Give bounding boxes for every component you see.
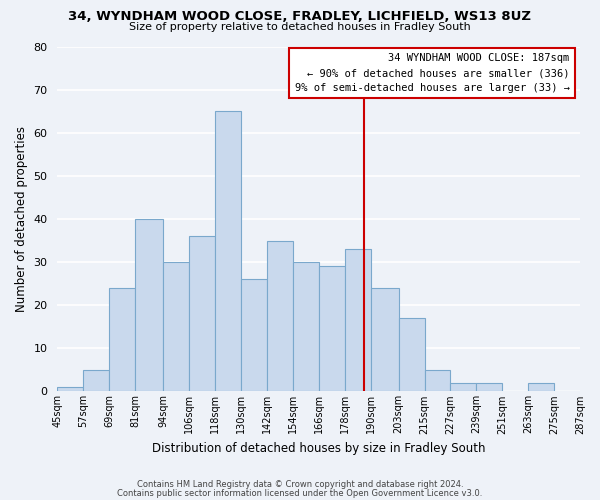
Text: Contains public sector information licensed under the Open Government Licence v3: Contains public sector information licen…	[118, 488, 482, 498]
Bar	[398, 318, 425, 392]
Bar	[293, 262, 319, 392]
Bar	[241, 280, 267, 392]
Text: 34 WYNDHAM WOOD CLOSE: 187sqm
← 90% of detached houses are smaller (336)
9% of s: 34 WYNDHAM WOOD CLOSE: 187sqm ← 90% of d…	[295, 54, 569, 93]
Bar	[163, 262, 189, 392]
Bar	[267, 240, 293, 392]
Bar	[83, 370, 109, 392]
Bar	[528, 383, 554, 392]
Text: Contains HM Land Registry data © Crown copyright and database right 2024.: Contains HM Land Registry data © Crown c…	[137, 480, 463, 489]
Text: 34, WYNDHAM WOOD CLOSE, FRADLEY, LICHFIELD, WS13 8UZ: 34, WYNDHAM WOOD CLOSE, FRADLEY, LICHFIE…	[68, 10, 532, 23]
Text: Size of property relative to detached houses in Fradley South: Size of property relative to detached ho…	[129, 22, 471, 32]
Bar	[319, 266, 344, 392]
X-axis label: Distribution of detached houses by size in Fradley South: Distribution of detached houses by size …	[152, 442, 485, 455]
Bar	[189, 236, 215, 392]
Bar	[109, 288, 135, 392]
Bar	[425, 370, 451, 392]
Bar	[476, 383, 502, 392]
Bar	[215, 111, 241, 392]
Bar	[344, 249, 371, 392]
Bar	[451, 383, 476, 392]
Bar	[371, 288, 398, 392]
Y-axis label: Number of detached properties: Number of detached properties	[15, 126, 28, 312]
Bar	[135, 219, 163, 392]
Bar	[58, 387, 83, 392]
